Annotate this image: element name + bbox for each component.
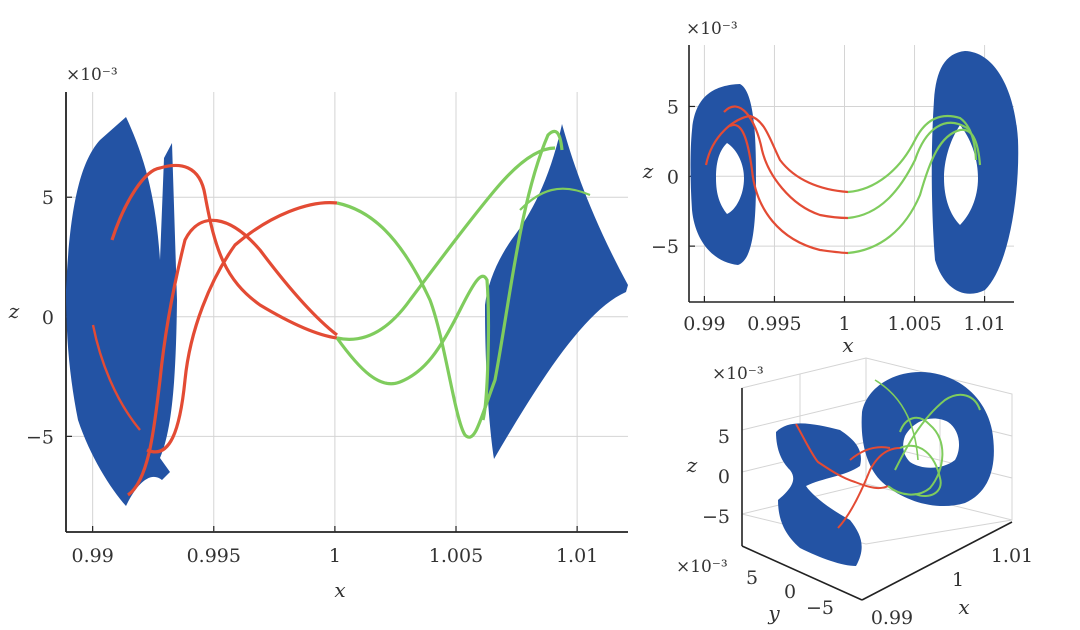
inset-red-orbit <box>729 123 849 255</box>
y-tick-label: −5 <box>26 426 54 448</box>
main-green-orbit <box>519 187 591 211</box>
y-tick-label: 5 <box>667 96 679 118</box>
main-left-manifold <box>66 117 177 506</box>
main-red-orbit <box>110 163 338 340</box>
main-exponent-label: ×10⁻³ <box>66 65 118 85</box>
view3d-x-axis <box>861 521 1013 601</box>
main-panel: 0.99 0.995 1 1.005 1.01 −5 0 5 ×10⁻³ x z <box>8 65 628 602</box>
view3d-x-label: x <box>958 595 969 619</box>
main-y-label: z <box>8 299 20 323</box>
inset-red-orbit <box>704 114 849 194</box>
view3d-orbits <box>795 379 981 529</box>
main-x-label: x <box>334 578 345 602</box>
inset-exponent-label: ×10⁻³ <box>686 19 738 39</box>
inset-orbits <box>704 105 982 255</box>
main-right-manifold <box>485 124 628 459</box>
main-ticks: 0.99 0.995 1 1.005 1.01 −5 0 5 <box>26 187 598 567</box>
y-tick-label: 0 <box>42 307 54 329</box>
y-tick-label: 0 <box>667 166 679 188</box>
x-tick-label: 0.995 <box>187 545 241 567</box>
view3d-red-orbit <box>837 447 901 529</box>
inset-red-orbit <box>723 105 849 220</box>
view3d-y-tick: 0 <box>784 581 796 603</box>
main-green-orbit <box>336 129 564 439</box>
view3d-x-tick: 0.99 <box>871 607 913 629</box>
view3d-y-axis <box>741 545 863 601</box>
inset-left-manifold <box>690 84 756 265</box>
inset-green-orbit <box>847 121 971 220</box>
x-tick-label: 1.01 <box>556 545 598 567</box>
view3d-red-orbit <box>795 423 889 490</box>
inset-y-label: z <box>642 159 654 183</box>
view3d-x-tick: 1.01 <box>991 545 1033 567</box>
x-tick-label: 1 <box>838 313 850 335</box>
x-tick-label: 0.995 <box>747 313 801 335</box>
view3d-red-orbit <box>849 446 891 461</box>
view3d-z-exponent-label: ×10⁻³ <box>712 364 764 384</box>
view3d-z-tick: −5 <box>702 506 730 528</box>
view3d-x-tick: 1 <box>952 569 964 591</box>
inset-right-manifold <box>931 51 1019 294</box>
view3d-right-manifold <box>861 372 994 507</box>
view3d-panel: 5 0 −5 5 0 −5 0.99 1 1.01 ×10⁻³ ×10⁻³ z … <box>676 357 1033 629</box>
inset-ticks: 0.99 0.995 1 1.005 1.01 −5 0 5 <box>651 96 1006 335</box>
x-tick-label: 1.005 <box>887 313 941 335</box>
inset-xz-panel: 0.99 0.995 1 1.005 1.01 −5 0 5 ×10⁻³ x z <box>642 19 1019 357</box>
inset-green-orbit <box>847 128 982 255</box>
main-red-orbit <box>146 201 338 454</box>
view3d-green-orbit <box>894 393 981 471</box>
view3d-y-tick: 5 <box>746 567 758 589</box>
x-tick-label: 1.01 <box>963 313 1005 335</box>
view3d-y-exponent-label: ×10⁻³ <box>676 557 728 577</box>
x-tick-label: 1.005 <box>429 545 483 567</box>
main-red-orbit <box>91 324 141 431</box>
view3d-left-manifold <box>776 423 862 566</box>
view3d-green-orbit <box>887 416 944 496</box>
view3d-y-label: y <box>767 601 780 625</box>
view3d-green-orbit <box>874 379 919 461</box>
view3d-z-tick: 5 <box>718 426 730 448</box>
view3d-z-tick: 0 <box>718 466 730 488</box>
main-orbits <box>91 129 591 497</box>
y-tick-label: −5 <box>651 236 679 258</box>
view3d-y-tick: −5 <box>806 597 834 619</box>
view3d-z-label: z <box>686 453 698 477</box>
main-green-orbit <box>335 274 491 421</box>
main-green-orbit <box>336 146 556 341</box>
x-tick-label: 0.99 <box>683 313 725 335</box>
y-tick-label: 5 <box>42 187 54 209</box>
x-tick-label: 0.99 <box>71 545 113 567</box>
main-red-orbit <box>126 218 338 497</box>
inset-x-label: x <box>842 333 853 357</box>
view3d-green-orbit <box>899 444 942 497</box>
x-tick-label: 1 <box>329 545 341 567</box>
